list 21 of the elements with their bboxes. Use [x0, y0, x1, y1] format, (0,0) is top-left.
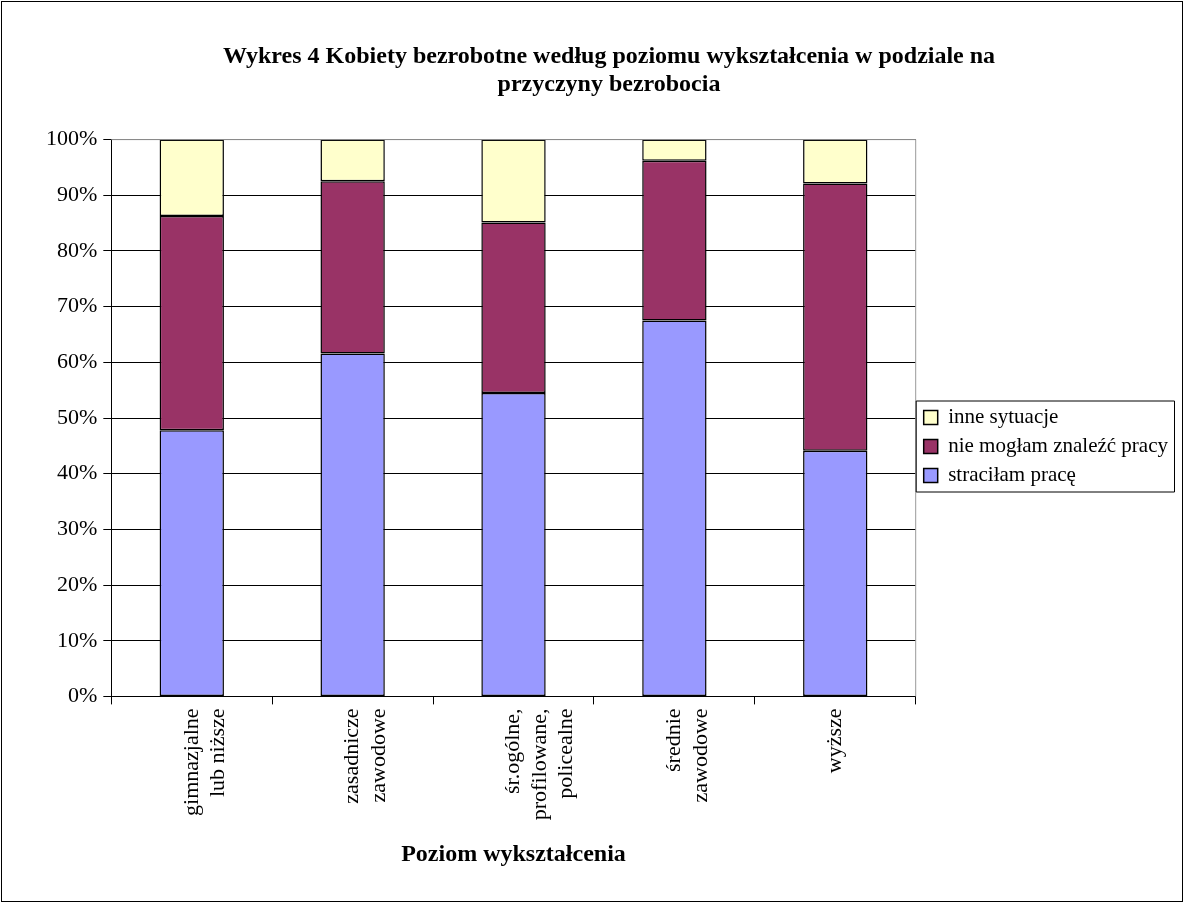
legend-label: nie mogłam znaleźć pracy [948, 433, 1169, 458]
y-tick-label: 50% [57, 403, 98, 429]
y-tick-label: 10% [57, 626, 98, 652]
chart-title: Wykres 4 Kobiety bezrobotne według poziomu wykształcenia w podziale na przyczyny bezrobocia [222, 41, 996, 97]
y-tick-label: 100% [46, 125, 98, 151]
legend-label: inne sytuacje [948, 404, 1059, 429]
x-tick-label: średnie zawodowe [660, 708, 712, 803]
y-tick-label: 60% [57, 348, 98, 374]
y-tick-label: 20% [57, 570, 98, 596]
x-tick-label: gimnazjalne lub niższe [177, 708, 229, 816]
y-tick-label: 80% [57, 236, 98, 262]
x-tick-label: śr.ogólne, profilowane, policealne [499, 708, 578, 821]
y-tick-label: 90% [57, 181, 98, 207]
x-axis-title: Poziom wykształcenia [401, 839, 626, 866]
x-tick-label: wyższe [821, 708, 847, 774]
y-tick-label: 30% [57, 515, 98, 541]
x-tick-label: zasadnicze zawodowe [338, 708, 390, 804]
y-tick-label: 70% [57, 292, 98, 318]
y-tick-label: 40% [57, 459, 98, 485]
legend-label: straciłam pracę [948, 462, 1076, 487]
y-tick-label: 0% [68, 682, 98, 708]
